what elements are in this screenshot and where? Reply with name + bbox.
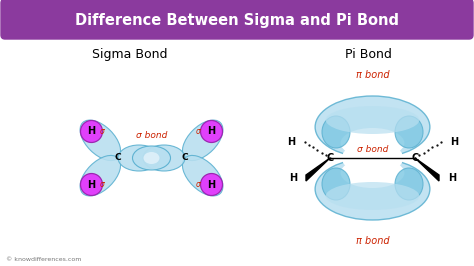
Text: C: C bbox=[115, 153, 121, 163]
Polygon shape bbox=[306, 158, 330, 181]
Circle shape bbox=[201, 120, 222, 143]
Text: σ bond: σ bond bbox=[357, 145, 388, 154]
Ellipse shape bbox=[395, 116, 423, 148]
Circle shape bbox=[81, 173, 102, 196]
Text: H: H bbox=[289, 173, 297, 183]
Ellipse shape bbox=[143, 145, 185, 171]
Text: H: H bbox=[208, 180, 216, 189]
Text: Sigma Bond: Sigma Bond bbox=[92, 48, 168, 61]
Text: Difference Between Sigma and Pi Bond: Difference Between Sigma and Pi Bond bbox=[75, 13, 399, 27]
FancyBboxPatch shape bbox=[1, 0, 473, 39]
Text: H: H bbox=[208, 127, 216, 136]
Ellipse shape bbox=[144, 152, 159, 164]
Ellipse shape bbox=[182, 155, 223, 196]
Text: σ: σ bbox=[100, 127, 104, 136]
Text: σ: σ bbox=[195, 180, 201, 189]
Ellipse shape bbox=[341, 128, 404, 158]
Ellipse shape bbox=[326, 182, 419, 210]
Circle shape bbox=[201, 173, 222, 196]
Text: σ: σ bbox=[195, 127, 201, 136]
Text: H: H bbox=[87, 127, 96, 136]
Ellipse shape bbox=[342, 141, 403, 175]
Text: π bond: π bond bbox=[356, 70, 389, 80]
Ellipse shape bbox=[133, 146, 171, 170]
Text: Pi Bond: Pi Bond bbox=[345, 48, 392, 61]
Ellipse shape bbox=[118, 145, 160, 171]
Ellipse shape bbox=[322, 168, 350, 200]
Text: © knowdifferences.com: © knowdifferences.com bbox=[6, 257, 82, 262]
Ellipse shape bbox=[395, 168, 423, 200]
Text: σ: σ bbox=[100, 180, 104, 189]
Ellipse shape bbox=[182, 120, 223, 161]
Text: H: H bbox=[448, 173, 456, 183]
Ellipse shape bbox=[326, 106, 419, 134]
Text: H: H bbox=[87, 180, 96, 189]
Ellipse shape bbox=[341, 158, 404, 188]
Text: C: C bbox=[182, 153, 188, 163]
Text: σ bond: σ bond bbox=[136, 131, 167, 140]
Ellipse shape bbox=[80, 120, 120, 161]
Polygon shape bbox=[415, 158, 439, 181]
Ellipse shape bbox=[315, 96, 430, 158]
Circle shape bbox=[81, 120, 102, 143]
Text: H: H bbox=[450, 137, 458, 147]
Text: H: H bbox=[287, 137, 295, 147]
Text: C: C bbox=[411, 153, 419, 163]
Text: C: C bbox=[327, 153, 334, 163]
Ellipse shape bbox=[315, 158, 430, 220]
Text: π bond: π bond bbox=[356, 236, 389, 246]
Ellipse shape bbox=[80, 155, 120, 196]
Ellipse shape bbox=[322, 116, 350, 148]
